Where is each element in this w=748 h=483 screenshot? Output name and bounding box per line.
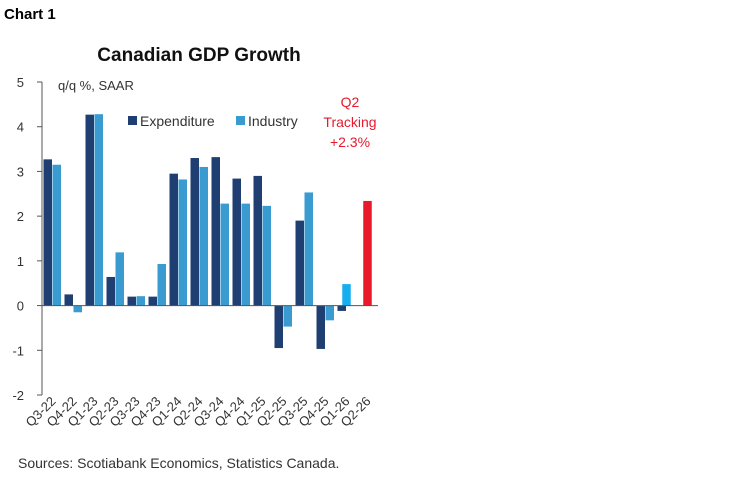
y-tick-label: 3 — [17, 164, 24, 179]
y-axis: -2 -1 0 1 2 3 4 5 — [12, 75, 43, 403]
y-tick-label: 1 — [17, 254, 24, 269]
y-tick-label: 0 — [17, 299, 24, 314]
y-tick-label: -2 — [12, 388, 24, 403]
bar-highlight-q1-26 — [342, 284, 351, 306]
bar-industry-q2-24 — [199, 166, 208, 306]
bar-industry-q4-25 — [325, 305, 334, 321]
chart-title: Canadian GDP Growth — [97, 45, 300, 66]
bar-industry-q4-23 — [157, 263, 166, 306]
legend-swatch-industry — [236, 116, 245, 125]
bar-industry-q1-25 — [262, 205, 271, 306]
legend: Expenditure Industry — [128, 113, 298, 129]
bar-expenditure-q2-25 — [274, 305, 283, 349]
legend-swatch-expenditure — [128, 116, 137, 125]
bar-expenditure-q3-25 — [295, 220, 304, 306]
bar-industry-q3-22 — [52, 164, 61, 306]
bar-expenditure-q1-26 — [337, 305, 346, 311]
bar-expenditure-q2-23 — [106, 276, 115, 306]
x-axis: Q3-22Q4-22Q1-23Q2-23Q3-23Q4-23Q1-24Q2-24… — [22, 305, 378, 430]
bars-group — [43, 114, 372, 349]
bar-industry-q4-24 — [241, 203, 250, 306]
bar-expenditure-q3-24 — [211, 157, 220, 306]
bar-industry-q2-23 — [115, 252, 124, 306]
bar-industry-q2-25 — [283, 305, 292, 327]
legend-label-industry: Industry — [248, 113, 298, 129]
source-note: Sources: Scotiabank Economics, Statistic… — [18, 455, 339, 471]
bar-industry-q3-25 — [304, 192, 313, 306]
bar-expenditure-q4-25 — [316, 305, 325, 349]
bar-expenditure-q1-24 — [169, 173, 178, 306]
chart-number-label: Chart 1 — [4, 6, 56, 23]
bar-expenditure-q4-22 — [64, 294, 73, 306]
y-tick-label: 2 — [17, 209, 24, 224]
bar-highlight-q2-26 — [363, 200, 372, 306]
bar-expenditure-q2-24 — [190, 158, 199, 306]
bar-expenditure-q3-22 — [43, 159, 52, 306]
bar-industry-q3-23 — [136, 296, 145, 306]
q2-tracking-annotation: Q2 Tracking +2.3% — [323, 94, 376, 150]
bar-industry-q1-24 — [178, 179, 187, 306]
bar-industry-q1-23 — [94, 114, 103, 306]
bar-expenditure-q3-23 — [127, 296, 136, 306]
bar-industry-q4-22 — [73, 305, 82, 313]
legend-label-expenditure: Expenditure — [140, 113, 215, 129]
bar-expenditure-q4-24 — [232, 178, 241, 306]
y-tick-label: 4 — [17, 120, 24, 135]
y-tick-label: 5 — [17, 75, 24, 90]
bar-expenditure-q1-25 — [253, 175, 262, 306]
annotation-line-2: Tracking — [323, 114, 376, 130]
annotation-line-3: +2.3% — [330, 134, 370, 150]
bar-expenditure-q4-23 — [148, 296, 157, 306]
bar-industry-q3-24 — [220, 203, 229, 306]
bar-expenditure-q1-23 — [85, 114, 94, 306]
annotation-line-1: Q2 — [341, 94, 360, 110]
y-tick-label: -1 — [12, 343, 24, 358]
y-axis-unit-label: q/q %, SAAR — [58, 78, 134, 93]
